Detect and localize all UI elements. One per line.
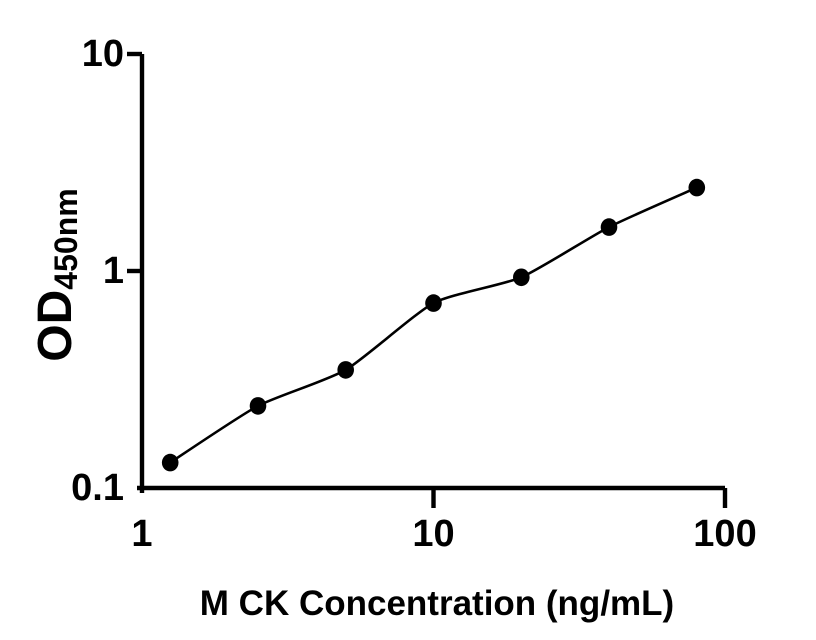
svg-text:10: 10	[412, 513, 454, 555]
svg-text:1: 1	[103, 250, 124, 292]
svg-text:M CK Concentration (ng/mL): M CK Concentration (ng/mL)	[200, 584, 674, 623]
svg-text:10: 10	[82, 33, 124, 75]
svg-text:100: 100	[693, 513, 756, 555]
svg-text:1: 1	[131, 513, 152, 555]
svg-text:0.1: 0.1	[71, 467, 124, 509]
